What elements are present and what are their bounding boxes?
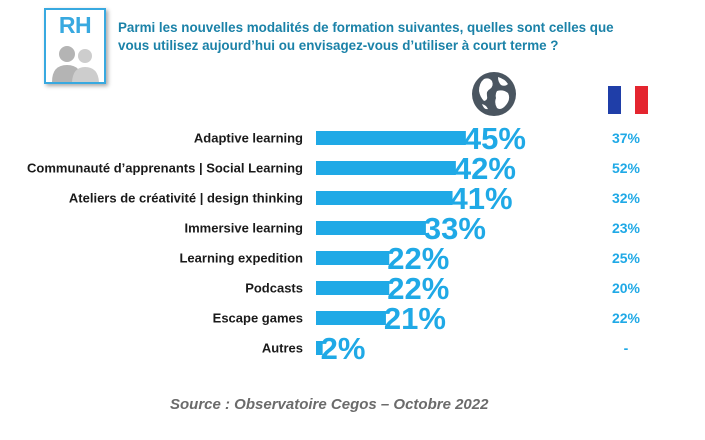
value-label: 45% [464,121,526,156]
globe-icon [472,72,516,116]
france-value-label: 25% [612,250,641,266]
question-title: Parmi les nouvelles modalités de formati… [118,20,614,53]
bar [316,341,323,355]
value-label: 22% [387,271,449,306]
bar [316,161,456,175]
bar [316,131,466,145]
category-label: Communauté d’apprenants | Social Learnin… [27,161,303,176]
france-value-label: 23% [612,220,641,236]
flag-blue-stripe [608,86,622,114]
france-value-label: 20% [612,280,641,296]
bar [316,281,390,295]
france-value-label: 37% [612,130,641,146]
value-label: 2% [321,331,366,366]
value-label: 41% [451,181,513,216]
france-value-label: 52% [612,160,641,176]
category-label: Escape games [213,311,303,326]
value-label: 42% [454,151,516,186]
flag-red-stripe [634,86,648,114]
value-label: 33% [424,211,486,246]
category-label: Immersive learning [185,221,304,236]
bar [316,311,386,325]
flag-white-stripe [621,86,635,114]
bar [316,221,426,235]
bar [316,191,453,205]
french-flag-icon [608,86,648,114]
category-label: Adaptive learning [194,131,303,146]
france-value-label: 22% [612,310,641,326]
category-label: Ateliers de créativité | design thinking [69,191,303,206]
source-note: Source : Observatoire Cegos – Octobre 20… [170,396,489,413]
rh-logo: RH [44,8,106,84]
category-label: Autres [262,341,303,356]
category-label: Learning expedition [179,251,303,266]
france-value-label: 32% [612,190,641,206]
people-icon [52,46,99,82]
category-label: Podcasts [245,281,303,296]
france-value-label: - [624,340,629,356]
value-label: 22% [387,241,449,276]
value-label: 21% [384,301,446,336]
logo-text: RH [58,12,92,38]
bar [316,251,390,265]
